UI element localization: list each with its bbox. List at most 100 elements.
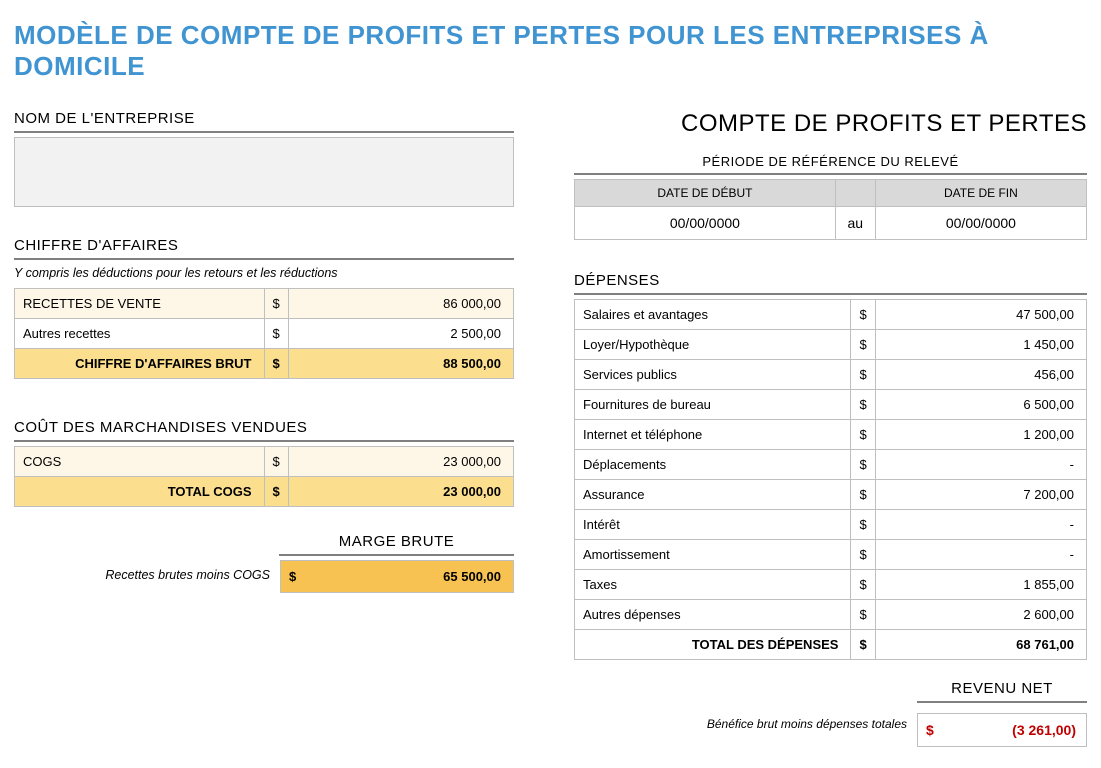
currency-symbol: $ [264,289,288,319]
expense-row: Services publics$456,00 [575,360,1087,390]
expense-row: Autres dépenses$2 600,00 [575,600,1087,630]
expense-row-label: Autres dépenses [575,600,851,630]
revenue-row-value[interactable]: 86 000,00 [288,289,513,319]
revenue-row-value[interactable]: 2 500,00 [288,319,513,349]
currency-symbol: $ [918,714,942,746]
cogs-row: COGS $ 23 000,00 [15,447,514,477]
expense-row-value[interactable]: 456,00 [875,360,1086,390]
revenue-table: RECETTES DE VENTE $ 86 000,00 Autres rec… [14,288,514,379]
expense-row: Taxes$1 855,00 [575,570,1087,600]
net-note: Bénéfice brut moins dépenses totales [697,713,917,747]
expense-row: Salaires et avantages$47 500,00 [575,300,1087,330]
currency-symbol: $ [264,349,288,379]
right-column: COMPTE DE PROFITS ET PERTES PÉRIODE DE R… [574,110,1087,747]
expense-row-value[interactable]: 1 200,00 [875,420,1086,450]
expense-row-value[interactable]: 6 500,00 [875,390,1086,420]
expenses-total-label: TOTAL DES DÉPENSES [575,630,851,660]
expenses-total-row: TOTAL DES DÉPENSES $ 68 761,00 [575,630,1087,660]
expense-row-value[interactable]: - [875,450,1086,480]
cogs-total-row: TOTAL COGS $ 23 000,00 [15,477,514,507]
revenue-row: RECETTES DE VENTE $ 86 000,00 [15,289,514,319]
currency-symbol: $ [851,390,875,420]
expense-row-value[interactable]: 1 450,00 [875,330,1086,360]
gross-margin-row: Recettes brutes moins COGS $ 65 500,00 [14,560,514,593]
gross-margin-value: 65 500,00 [304,561,513,592]
expenses-table: Salaires et avantages$47 500,00Loyer/Hyp… [574,299,1087,660]
currency-symbol: $ [851,600,875,630]
net-box: $ (3 261,00) [917,713,1087,747]
gross-margin-note: Recettes brutes moins COGS [14,560,280,593]
company-input-box[interactable] [14,137,514,207]
currency-symbol: $ [264,319,288,349]
currency-symbol: $ [264,477,288,507]
cogs-row-label: COGS [15,447,265,477]
currency-symbol: $ [851,420,875,450]
expense-row-label: Internet et téléphone [575,420,851,450]
revenue-total-row: CHIFFRE D'AFFAIRES BRUT $ 88 500,00 [15,349,514,379]
cogs-total-value: 23 000,00 [288,477,513,507]
expense-row: Intérêt$- [575,510,1087,540]
currency-symbol: $ [851,450,875,480]
period-spacer-header [835,180,875,207]
main-heading: COMPTE DE PROFITS ET PERTES [574,110,1087,138]
expense-row-value[interactable]: - [875,540,1086,570]
period-separator: au [835,207,875,240]
expense-row-value[interactable]: 1 855,00 [875,570,1086,600]
expense-row-label: Amortissement [575,540,851,570]
currency-symbol: $ [851,480,875,510]
expense-row: Loyer/Hypothèque$1 450,00 [575,330,1087,360]
column-layout: NOM DE L'ENTREPRISE CHIFFRE D'AFFAIRES Y… [14,110,1087,747]
expense-row: Amortissement$- [575,540,1087,570]
expense-row: Déplacements$- [575,450,1087,480]
period-end-header: DATE DE FIN [875,180,1086,207]
expense-row: Internet et téléphone$1 200,00 [575,420,1087,450]
expense-row-label: Déplacements [575,450,851,480]
currency-symbol: $ [851,510,875,540]
net-value: (3 261,00) [942,714,1086,746]
period-end-value[interactable]: 00/00/0000 [875,207,1086,240]
expense-row-value[interactable]: 7 200,00 [875,480,1086,510]
currency-symbol: $ [851,300,875,330]
revenue-total-value: 88 500,00 [288,349,513,379]
expense-row-label: Assurance [575,480,851,510]
page-title: MODÈLE DE COMPTE DE PROFITS ET PERTES PO… [14,20,1087,82]
expense-row-label: Salaires et avantages [575,300,851,330]
revenue-row-label: Autres recettes [15,319,265,349]
period-label: PÉRIODE DE RÉFÉRENCE DU RELEVÉ [574,154,1087,175]
currency-symbol: $ [851,330,875,360]
net-row: Bénéfice brut moins dépenses totales $ (… [574,713,1087,747]
cogs-total-label: TOTAL COGS [15,477,265,507]
left-column: NOM DE L'ENTREPRISE CHIFFRE D'AFFAIRES Y… [14,110,514,747]
cogs-heading: COÛT DES MARCHANDISES VENDUES [14,419,514,442]
expense-row-value[interactable]: 2 600,00 [875,600,1086,630]
expense-row-label: Services publics [575,360,851,390]
expense-row-label: Fournitures de bureau [575,390,851,420]
currency-symbol: $ [851,630,875,660]
revenue-row-label: RECETTES DE VENTE [15,289,265,319]
revenue-row: Autres recettes $ 2 500,00 [15,319,514,349]
expenses-total-value: 68 761,00 [875,630,1086,660]
cogs-table: COGS $ 23 000,00 TOTAL COGS $ 23 000,00 [14,446,514,507]
currency-symbol: $ [264,447,288,477]
company-label: NOM DE L'ENTREPRISE [14,110,514,133]
currency-symbol: $ [851,540,875,570]
revenue-heading: CHIFFRE D'AFFAIRES [14,237,514,260]
revenue-subtitle: Y compris les déductions pour les retour… [14,266,514,280]
gross-margin-heading: MARGE BRUTE [279,533,514,556]
period-table: DATE DE DÉBUT DATE DE FIN 00/00/0000 au … [574,179,1087,240]
revenue-total-label: CHIFFRE D'AFFAIRES BRUT [15,349,265,379]
expense-row-value[interactable]: 47 500,00 [875,300,1086,330]
expense-row-label: Taxes [575,570,851,600]
currency-symbol: $ [281,561,304,592]
expenses-heading: DÉPENSES [574,272,1087,295]
expense-row-label: Loyer/Hypothèque [575,330,851,360]
period-start-value[interactable]: 00/00/0000 [575,207,836,240]
gross-margin-box: $ 65 500,00 [280,560,514,593]
net-heading: REVENU NET [917,680,1087,703]
period-start-header: DATE DE DÉBUT [575,180,836,207]
expense-row: Assurance$7 200,00 [575,480,1087,510]
expense-row: Fournitures de bureau$6 500,00 [575,390,1087,420]
currency-symbol: $ [851,570,875,600]
expense-row-value[interactable]: - [875,510,1086,540]
cogs-row-value[interactable]: 23 000,00 [288,447,513,477]
